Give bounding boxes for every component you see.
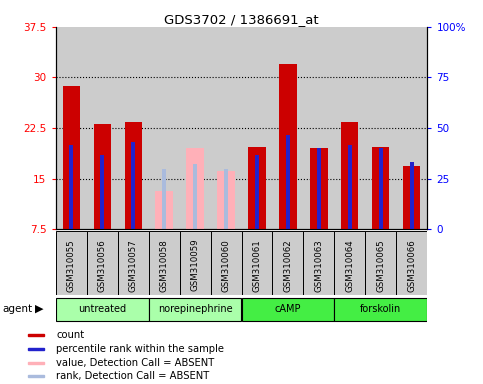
Bar — [56, 27, 86, 229]
Text: agent: agent — [2, 304, 32, 314]
Text: GSM310063: GSM310063 — [314, 239, 324, 291]
Bar — [397, 27, 427, 229]
Bar — [86, 231, 117, 295]
Text: forskolin: forskolin — [360, 304, 401, 314]
Text: GSM310062: GSM310062 — [284, 239, 293, 291]
Bar — [242, 231, 272, 295]
Bar — [149, 231, 180, 295]
Bar — [286, 135, 290, 229]
Bar — [410, 162, 414, 229]
Text: GSM310057: GSM310057 — [128, 239, 138, 291]
Bar — [303, 27, 334, 229]
Bar — [366, 231, 397, 295]
Bar — [366, 27, 397, 229]
Bar — [180, 27, 211, 229]
Text: GSM310056: GSM310056 — [98, 239, 107, 291]
Text: GSM310059: GSM310059 — [190, 239, 199, 291]
Text: cAMP: cAMP — [275, 304, 301, 314]
Text: GSM310058: GSM310058 — [159, 239, 169, 291]
Text: value, Detection Call = ABSENT: value, Detection Call = ABSENT — [56, 358, 214, 367]
Bar — [217, 170, 235, 229]
Bar — [397, 231, 427, 295]
Bar — [117, 231, 149, 295]
Bar — [379, 148, 383, 229]
Bar — [149, 27, 180, 229]
Text: percentile rank within the sample: percentile rank within the sample — [56, 344, 224, 354]
Bar — [94, 124, 111, 229]
Bar — [334, 27, 366, 229]
Text: GSM310065: GSM310065 — [376, 239, 385, 291]
Bar — [334, 298, 427, 321]
Text: untreated: untreated — [78, 304, 126, 314]
Title: GDS3702 / 1386691_at: GDS3702 / 1386691_at — [164, 13, 319, 26]
Text: rank, Detection Call = ABSENT: rank, Detection Call = ABSENT — [56, 371, 209, 381]
Text: GSM310060: GSM310060 — [222, 239, 230, 291]
Bar — [348, 145, 352, 229]
Bar — [86, 27, 117, 229]
Text: count: count — [56, 330, 84, 340]
Bar — [272, 27, 303, 229]
Bar — [186, 148, 203, 229]
Bar — [180, 231, 211, 295]
Bar — [372, 147, 389, 229]
Text: norepinephrine: norepinephrine — [157, 304, 232, 314]
Bar — [149, 298, 242, 321]
Bar — [403, 166, 421, 229]
Bar — [162, 169, 166, 229]
Bar — [28, 334, 44, 336]
Bar — [311, 148, 327, 229]
Bar — [280, 64, 297, 229]
Bar — [224, 169, 228, 229]
Bar — [28, 361, 44, 364]
Bar — [255, 155, 259, 229]
Text: GSM310064: GSM310064 — [345, 239, 355, 291]
Bar — [211, 27, 242, 229]
Bar — [317, 148, 321, 229]
Bar — [248, 147, 266, 229]
Bar — [100, 155, 104, 229]
Text: GSM310055: GSM310055 — [67, 239, 75, 291]
Bar — [303, 231, 334, 295]
Bar — [62, 86, 80, 229]
Bar — [341, 122, 358, 229]
Bar — [28, 375, 44, 377]
Text: GSM310066: GSM310066 — [408, 239, 416, 291]
Bar — [156, 191, 172, 229]
Bar — [242, 27, 272, 229]
Bar — [272, 231, 303, 295]
Bar — [193, 164, 197, 229]
Bar — [125, 122, 142, 229]
Bar — [56, 231, 86, 295]
Bar — [28, 348, 44, 350]
Bar — [69, 145, 73, 229]
Bar — [131, 142, 135, 229]
Text: ▶: ▶ — [35, 304, 43, 314]
Text: GSM310061: GSM310061 — [253, 239, 261, 291]
Bar — [56, 298, 149, 321]
Bar — [242, 298, 334, 321]
Bar — [334, 231, 366, 295]
Bar — [211, 231, 242, 295]
Bar — [117, 27, 149, 229]
